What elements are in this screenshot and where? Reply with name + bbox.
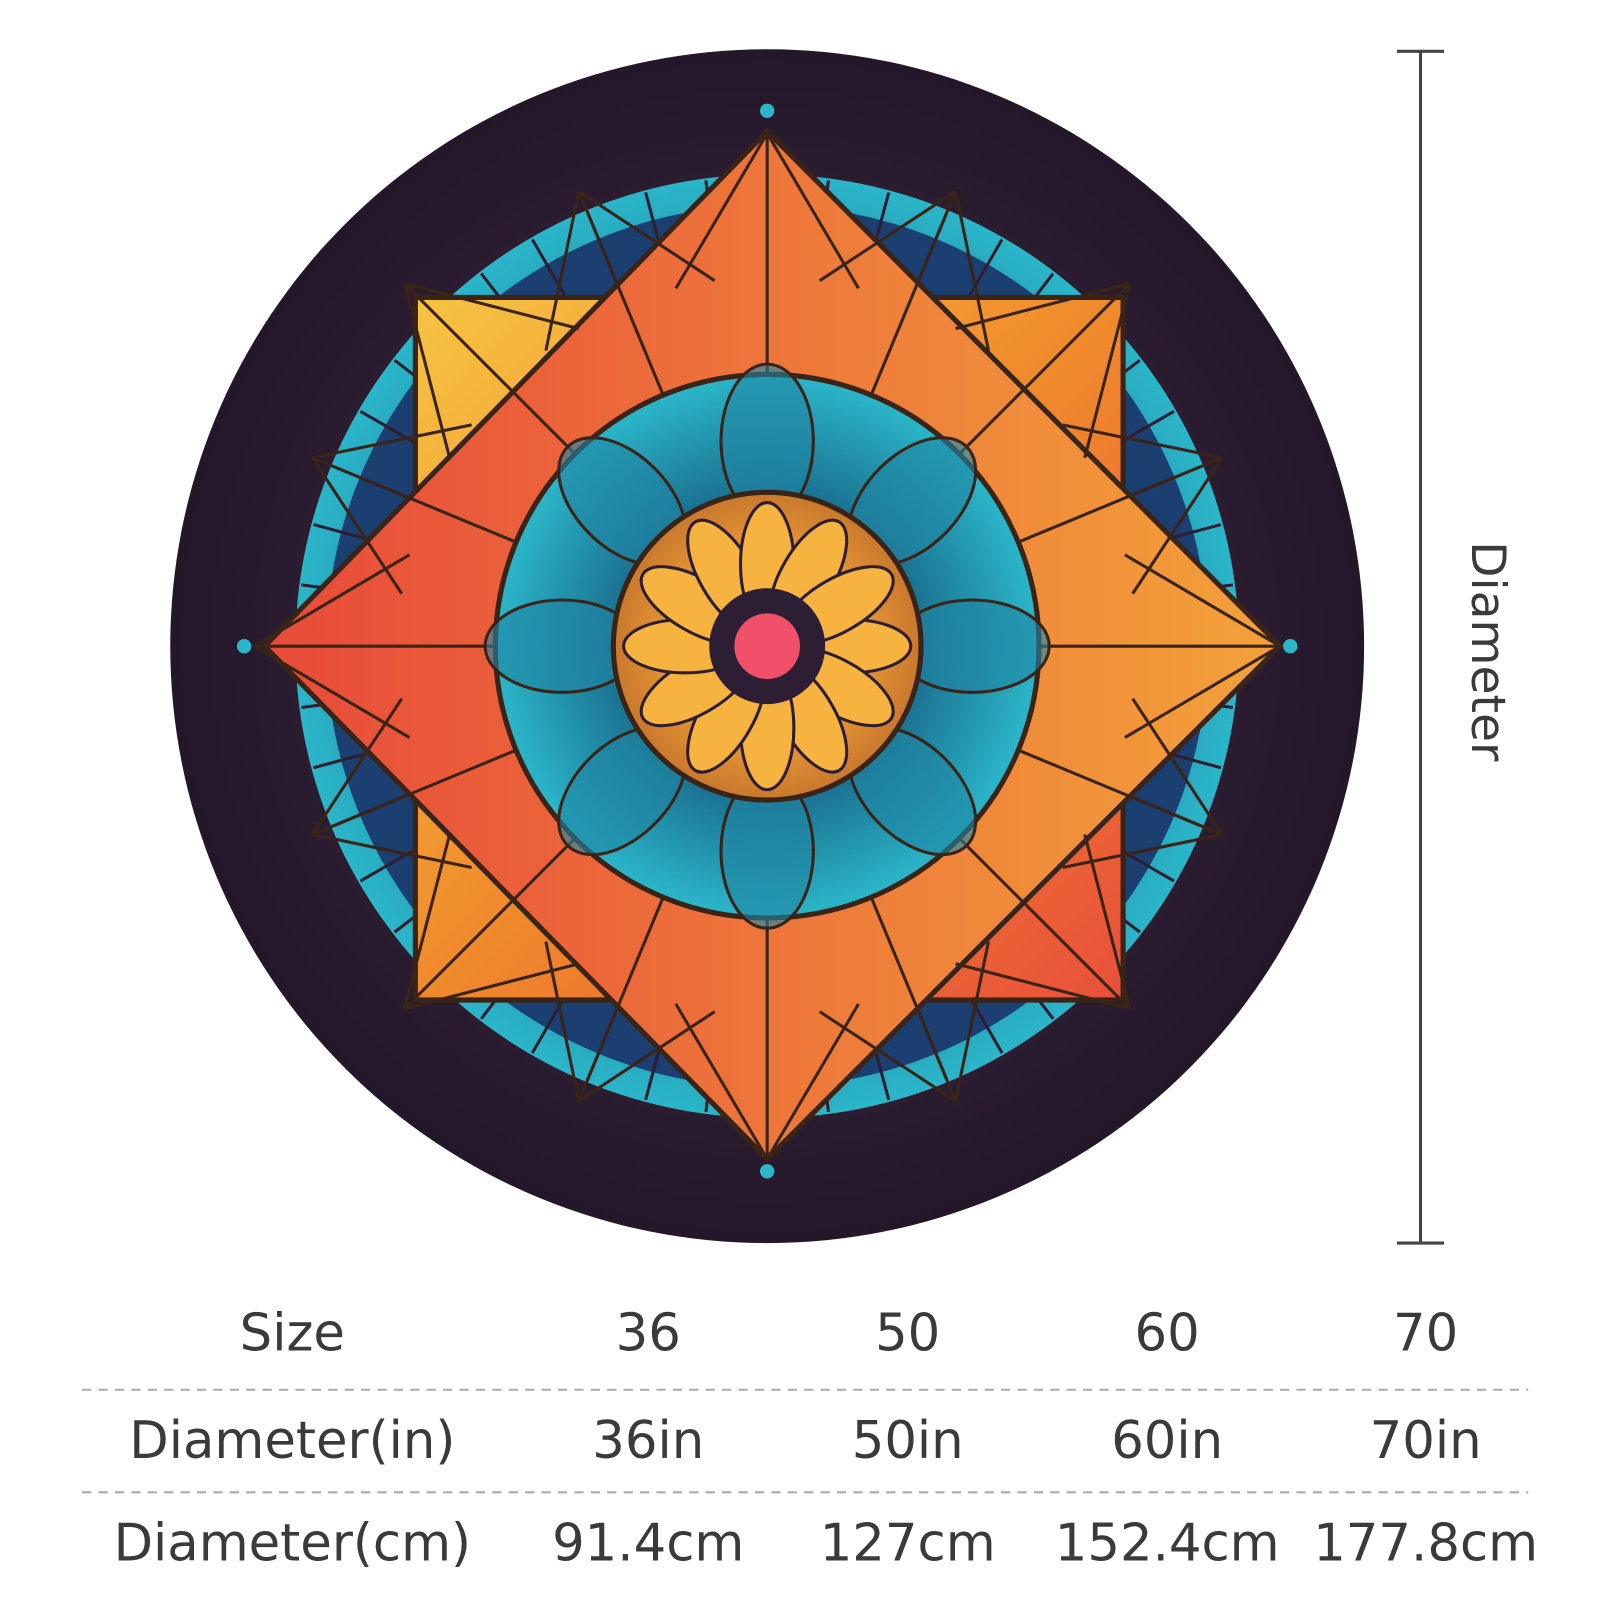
table-cell: 36in [592, 1411, 704, 1471]
table-cell: 60 [1135, 1303, 1200, 1363]
ray [311, 697, 403, 836]
ray [403, 283, 452, 459]
rug-illustration [170, 49, 1365, 1244]
table-cell: 50in [852, 1411, 964, 1471]
center-dot [734, 613, 800, 679]
size-table: Size 36 50 60 70 Diameter(in) 36in 50in 60in 70in… [114, 1303, 1539, 1573]
ray [577, 190, 716, 282]
table-cell: 127cm [820, 1514, 996, 1574]
ray [311, 456, 403, 595]
dimension-label: Diameter [1460, 541, 1515, 762]
ray [312, 833, 472, 869]
ray [818, 190, 957, 282]
ray [674, 1003, 769, 1160]
marker-dot [236, 638, 252, 654]
marker-dot [760, 103, 775, 118]
inner-petals [622, 501, 913, 792]
ray [765, 132, 860, 290]
star-lines [253, 132, 1281, 1160]
table-cell: 60in [1111, 1411, 1223, 1471]
ray [818, 1010, 957, 1103]
table-cell: 36 [616, 1303, 681, 1363]
marker-dot [1283, 638, 1298, 654]
ray [544, 191, 581, 351]
ray [1124, 553, 1281, 648]
table-cell: 70 [1393, 1303, 1458, 1363]
ray [954, 941, 990, 1102]
ray [404, 962, 580, 1011]
ray [1062, 423, 1223, 460]
ray [1131, 456, 1224, 595]
marker-dot [760, 1164, 775, 1179]
ray [1131, 697, 1224, 836]
ray [765, 1003, 860, 1160]
ray [544, 941, 581, 1102]
ray [253, 553, 411, 648]
row-header: Size [240, 1303, 345, 1363]
ray [955, 962, 1131, 1011]
ray [1083, 834, 1132, 1010]
table-cell: 177.8cm [1313, 1514, 1538, 1574]
table-cell: 152.4cm [1055, 1514, 1280, 1574]
ray [403, 834, 452, 1010]
ray [955, 282, 1131, 331]
row-header: Diameter(in) [129, 1411, 455, 1471]
ray [253, 644, 411, 739]
table-cell: 50 [875, 1303, 940, 1363]
ray [954, 191, 990, 351]
ray [674, 132, 769, 290]
ray [404, 282, 580, 331]
ray [1124, 644, 1281, 739]
row-header: Diameter(cm) [114, 1514, 471, 1574]
ray [1083, 283, 1132, 459]
ray [312, 423, 472, 460]
dimension-indicator [1396, 49, 1445, 1245]
ray [577, 1010, 716, 1103]
ray [1062, 833, 1223, 869]
table-cell: 70in [1370, 1411, 1482, 1471]
table-cell: 91.4cm [552, 1514, 744, 1574]
table-dividers [82, 1388, 1529, 1494]
